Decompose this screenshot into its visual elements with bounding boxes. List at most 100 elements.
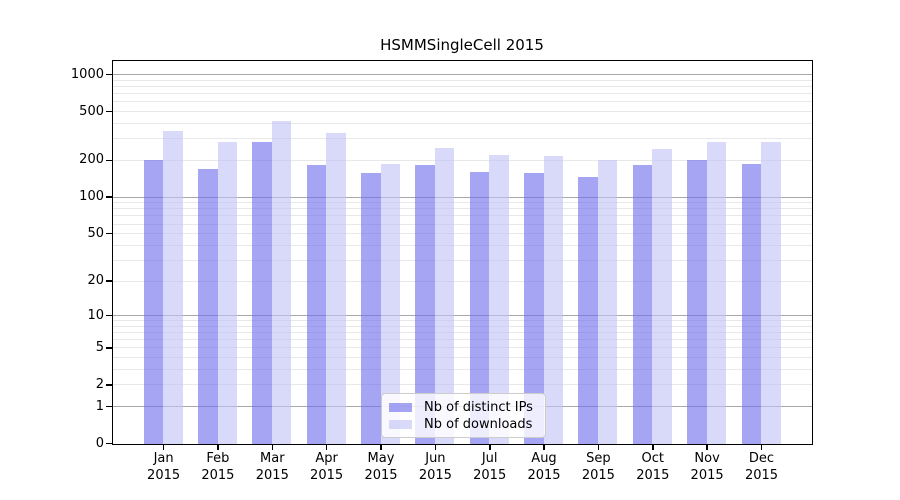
bar-distinct-ips-aug xyxy=(524,173,544,444)
y-tick-mark-500 xyxy=(106,110,112,113)
gridline-minor-6 xyxy=(113,339,812,341)
x-label-jan: Jan 2015 xyxy=(147,451,181,483)
gridline-minor-60 xyxy=(113,223,812,225)
gridline-minor-2 xyxy=(113,384,812,386)
gridline-minor-200 xyxy=(113,159,812,161)
bar-downloads-nov xyxy=(706,142,727,444)
x-label-sep: Sep 2015 xyxy=(581,451,615,483)
x-tick-mark-mar xyxy=(271,445,274,450)
gridline-major-10 xyxy=(113,315,812,316)
gridline-minor-90 xyxy=(113,202,812,204)
plot-canvas xyxy=(113,61,812,444)
bar-downloads-jul xyxy=(489,155,509,444)
gridline-minor-5 xyxy=(113,347,812,349)
x-tick-mark-feb xyxy=(217,445,219,450)
x-label-jul: Jul 2015 xyxy=(473,451,507,483)
gridline-minor-20 xyxy=(113,280,812,282)
x-label-oct: Oct 2015 xyxy=(636,451,670,483)
gridline-major-1000 xyxy=(113,74,812,76)
gridline-minor-3 xyxy=(113,369,812,370)
y-tick-label-1000: 1000 xyxy=(70,66,104,82)
bar-distinct-ips-jun xyxy=(415,165,435,444)
gridline-minor-300 xyxy=(113,138,812,140)
x-label-dec: Dec 2015 xyxy=(744,451,779,483)
x-tick-mark-aug xyxy=(543,445,545,450)
bar-downloads-jan xyxy=(163,130,183,444)
bar-distinct-ips-sep xyxy=(578,176,598,444)
gridline-major-100 xyxy=(113,196,812,198)
y-tick-label-50: 50 xyxy=(87,225,104,241)
chart-title: HSMMSingleCell 2015 xyxy=(380,36,544,54)
y-tick-label-200: 200 xyxy=(79,152,104,168)
bar-downloads-sep xyxy=(597,159,618,444)
y-tick-mark-2 xyxy=(106,384,112,386)
x-tick-mark-dec xyxy=(760,445,763,450)
gridline-minor-500 xyxy=(113,111,812,113)
legend-item-downloads: Nb of downloads xyxy=(389,416,537,432)
y-tick-label-1: 1 xyxy=(95,398,104,414)
bar-distinct-ips-jan xyxy=(143,159,164,444)
bar-distinct-ips-oct xyxy=(632,165,653,444)
y-tick-label-2: 2 xyxy=(95,376,104,392)
y-tick-label-100: 100 xyxy=(79,189,104,205)
y-tick-label-10: 10 xyxy=(87,307,104,323)
y-tick-mark-1 xyxy=(106,405,112,408)
x-tick-mark-sep xyxy=(597,445,600,450)
x-label-jun: Jun 2015 xyxy=(418,451,452,483)
bar-downloads-dec xyxy=(761,142,781,444)
x-label-mar: Mar 2015 xyxy=(255,451,289,483)
y-tick-mark-10 xyxy=(106,314,112,317)
bar-distinct-ips-apr xyxy=(306,164,327,444)
gridline-minor-30 xyxy=(113,259,812,261)
legend-swatch-downloads xyxy=(389,419,412,429)
x-tick-mark-jan xyxy=(162,445,165,450)
gridline-minor-70 xyxy=(113,215,812,217)
legend: Nb of distinct IPs Nb of downloads xyxy=(381,393,546,438)
bar-downloads-jun xyxy=(434,147,455,444)
x-tick-mark-oct xyxy=(652,445,654,450)
bar-downloads-apr xyxy=(326,132,346,444)
gridline-minor-8 xyxy=(113,325,812,327)
gridline-minor-40 xyxy=(113,244,812,246)
bar-distinct-ips-dec xyxy=(741,164,761,444)
x-label-aug: Aug 2015 xyxy=(527,451,561,483)
bar-distinct-ips-mar xyxy=(252,141,272,444)
y-tick-mark-100 xyxy=(106,196,112,198)
bar-downloads-may xyxy=(380,163,400,444)
bar-downloads-feb xyxy=(217,141,237,444)
legend-label-downloads: Nb of downloads xyxy=(424,416,533,432)
bar-downloads-mar xyxy=(271,120,292,444)
x-tick-mark-nov xyxy=(706,445,708,450)
x-label-feb: Feb 2015 xyxy=(201,451,235,483)
y-tick-mark-200 xyxy=(106,159,112,162)
legend-swatch-distinct-ips xyxy=(389,402,412,412)
bar-downloads-oct xyxy=(652,148,672,444)
x-tick-mark-may xyxy=(380,445,382,450)
legend-label-distinct-ips: Nb of distinct IPs xyxy=(424,399,533,415)
y-tick-label-500: 500 xyxy=(79,103,104,119)
gridline-minor-9 xyxy=(113,320,812,322)
bar-distinct-ips-feb xyxy=(198,168,218,444)
gridline-minor-600 xyxy=(113,101,812,103)
gridline-minor-900 xyxy=(113,79,812,81)
y-tick-mark-50 xyxy=(106,232,112,235)
gridline-minor-50 xyxy=(113,233,812,235)
bar-distinct-ips-nov xyxy=(687,159,707,444)
x-tick-mark-jul xyxy=(489,445,491,450)
y-tick-label-0: 0 xyxy=(95,435,104,451)
y-tick-label-20: 20 xyxy=(87,273,104,288)
y-tick-mark-0 xyxy=(106,442,112,445)
y-tick-mark-20 xyxy=(106,280,112,282)
gridline-minor-80 xyxy=(113,208,812,210)
gridline-minor-400 xyxy=(113,123,812,124)
y-tick-mark-1000 xyxy=(106,73,112,76)
bar-distinct-ips-may xyxy=(361,173,381,444)
x-label-may: May 2015 xyxy=(364,451,398,483)
gridline-minor-700 xyxy=(113,93,812,95)
gridline-minor-800 xyxy=(113,86,812,88)
legend-item-distinct-ips: Nb of distinct IPs xyxy=(389,399,537,415)
y-tick-label-5: 5 xyxy=(95,339,104,355)
gridline-minor-4 xyxy=(113,357,812,359)
x-tick-mark-apr xyxy=(325,445,328,450)
